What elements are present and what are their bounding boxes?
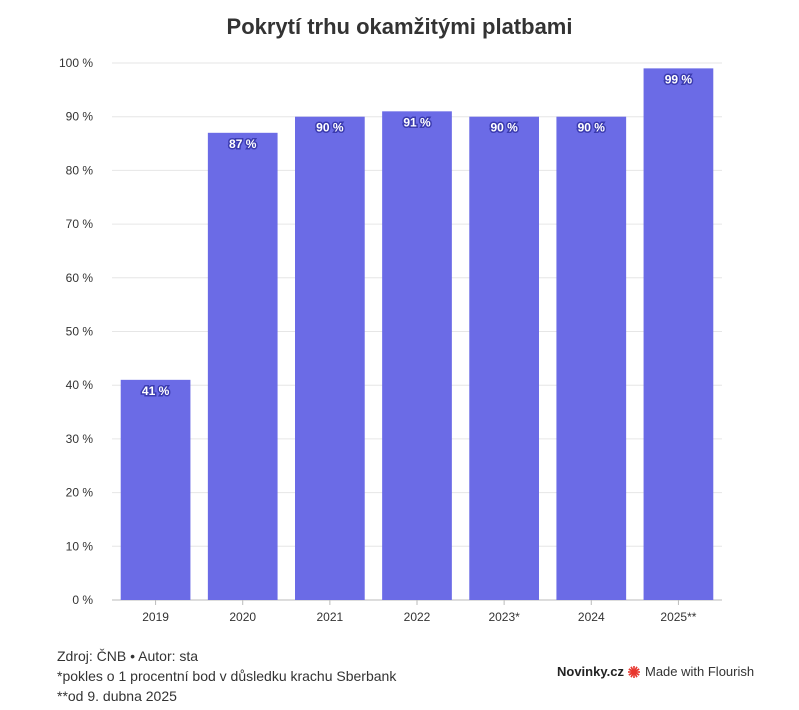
bar [556, 116, 627, 600]
bar-value-label: 99 % [665, 72, 693, 86]
novinky-logo[interactable]: Novinky.cz [557, 664, 624, 679]
y-tick-label: 90 % [66, 110, 94, 124]
bar [207, 132, 278, 600]
bar [295, 116, 365, 600]
bar-value-label: 41 % [142, 384, 170, 398]
source-note: Zdroj: ČNB • Autor: sta [57, 648, 199, 664]
x-tick-label: 2023* [488, 610, 520, 624]
x-tick-label: 2022 [404, 610, 431, 624]
bar [469, 116, 539, 600]
bar-value-label: 90 % [490, 121, 518, 135]
bar [120, 379, 191, 600]
bar-chart: 0 % 10 % 20 % 30 % 40 % 50 % 60 % 70 % 80 % 90 % 1… [59, 56, 722, 624]
y-tick-label: 100 % [59, 56, 93, 70]
y-tick-label: 0 % [72, 593, 93, 607]
made-with-flourish-link[interactable]: Made with Flourish [627, 664, 754, 679]
y-tick-label: 40 % [66, 378, 94, 392]
y-tick-label: 50 % [66, 325, 94, 339]
x-tick-label: 2024 [578, 610, 605, 624]
y-tick-label: 30 % [66, 432, 94, 446]
y-tick-label: 20 % [66, 486, 94, 500]
bar-value-label: 90 % [316, 121, 344, 135]
flourish-label: Made with Flourish [645, 664, 755, 679]
bar [643, 68, 714, 601]
bar-value-label: 87 % [229, 137, 257, 151]
bar-value-label: 90 % [578, 121, 606, 135]
y-tick-label: 70 % [66, 217, 94, 231]
y-tick-label: 10 % [66, 539, 94, 553]
bar [382, 111, 452, 600]
flourish-icon [628, 665, 640, 678]
x-tick-label: 2020 [229, 610, 256, 624]
y-tick-label: 60 % [66, 271, 94, 285]
footnote-1: *pokles o 1 procentní bod v důsledku kra… [57, 668, 397, 684]
chart-title: Pokrytí trhu okamžitými platbami [226, 14, 573, 39]
footnote-2: **od 9. dubna 2025 [57, 688, 177, 704]
bar-value-label: 91 % [403, 115, 431, 129]
x-tick-label: 2021 [317, 610, 344, 624]
y-tick-label: 80 % [66, 163, 94, 177]
chart-footer: Zdroj: ČNB • Autor: sta *pokles o 1 proc… [57, 646, 396, 706]
x-tick-label: 2025** [660, 610, 696, 624]
x-tick-label: 2019 [142, 610, 169, 624]
